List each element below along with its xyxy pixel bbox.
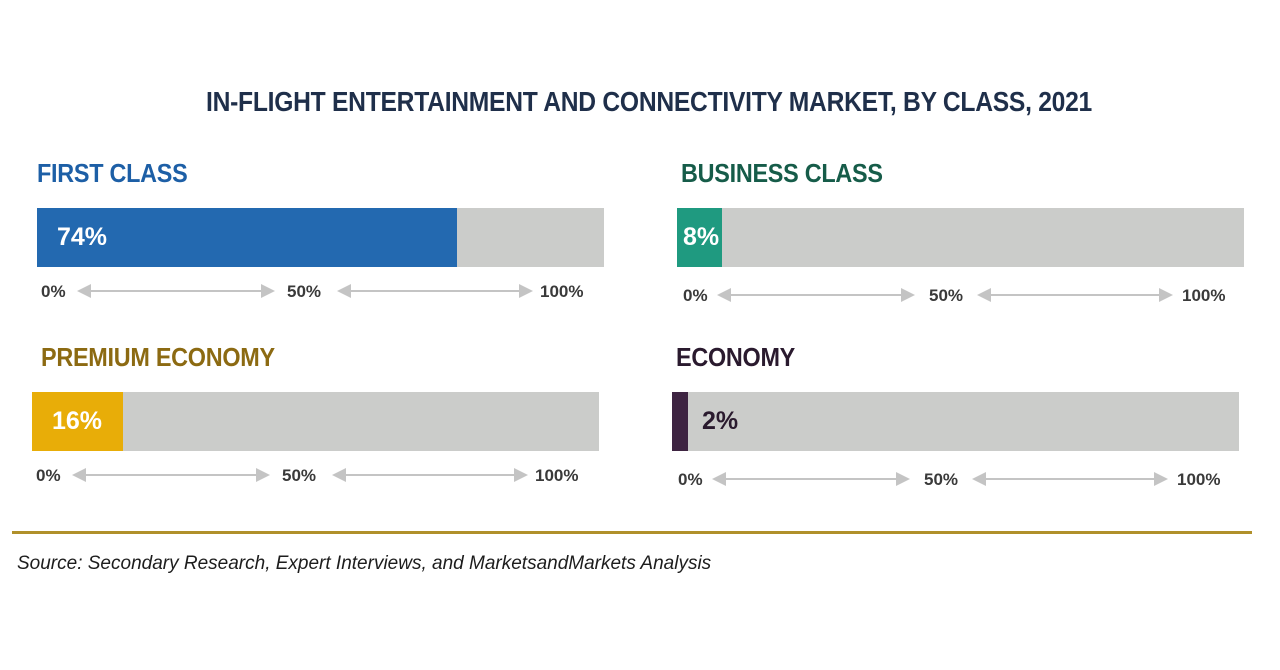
tick-50: 50% <box>282 466 317 485</box>
scale-arrowhead-right-1 <box>514 468 528 482</box>
panel-title: ECONOMY <box>676 342 796 372</box>
tick-0: 0% <box>683 286 708 305</box>
bar-value-label: 74% <box>57 223 108 251</box>
bar-fill <box>677 208 722 267</box>
bar-fill <box>672 392 688 451</box>
bar-track: 74% <box>37 208 604 267</box>
panel-title: PREMIUM ECONOMY <box>41 342 275 372</box>
scale-arrowhead-left-0 <box>712 472 726 486</box>
scale-arrowhead-right-1 <box>1154 472 1168 486</box>
bar-value-label: 8% <box>683 223 720 251</box>
panel-title: BUSINESS CLASS <box>681 158 883 188</box>
scale-arrows <box>72 468 528 482</box>
scale-arrows <box>77 284 533 298</box>
scale-arrowhead-left-0 <box>72 468 86 482</box>
scale-arrowhead-right-0 <box>901 288 915 302</box>
tick-100: 100% <box>540 282 584 301</box>
bar-value-label: 16% <box>52 407 103 435</box>
source-note: Source: Secondary Research, Expert Inter… <box>17 553 712 574</box>
panel-premium-economy: PREMIUM ECONOMY 16% 0% 50% 100% <box>32 342 602 502</box>
scale-arrowhead-right-0 <box>256 468 270 482</box>
tick-100: 100% <box>1177 470 1221 489</box>
bar-track: 8% <box>677 208 1244 267</box>
scale-arrows <box>717 288 1173 302</box>
scale-arrows <box>712 472 1168 486</box>
scale-axis: 0% 50% 100% <box>37 278 604 302</box>
tick-0: 0% <box>41 282 66 301</box>
scale-arrowhead-left-1 <box>972 472 986 486</box>
scale-axis: 0% 50% 100% <box>672 466 1239 490</box>
bar-track: 2% <box>672 392 1239 451</box>
tick-50: 50% <box>287 282 322 301</box>
scale-arrowhead-left-0 <box>717 288 731 302</box>
panel-first-class: FIRST CLASS 74% 0% 50% 100% <box>37 158 607 318</box>
panel-title: FIRST CLASS <box>37 158 188 188</box>
scale-arrowhead-left-1 <box>332 468 346 482</box>
bar-value-label: 2% <box>702 407 739 435</box>
scale-arrowhead-left-1 <box>337 284 351 298</box>
scale-axis: 0% 50% 100% <box>677 282 1244 306</box>
footer-rule <box>12 531 1252 534</box>
bar-track: 16% <box>32 392 599 451</box>
bar-fill <box>37 208 457 267</box>
tick-100: 100% <box>1182 286 1226 305</box>
scale-axis: 0% 50% 100% <box>32 462 599 486</box>
tick-100: 100% <box>535 466 579 485</box>
scale-arrowhead-right-1 <box>1159 288 1173 302</box>
tick-0: 0% <box>36 466 61 485</box>
scale-arrowhead-left-1 <box>977 288 991 302</box>
panel-economy: ECONOMY 2% 0% 50% 100% <box>672 342 1242 502</box>
scale-arrowhead-right-0 <box>896 472 910 486</box>
tick-0: 0% <box>678 470 703 489</box>
scale-arrowhead-left-0 <box>77 284 91 298</box>
tick-50: 50% <box>929 286 964 305</box>
tick-50: 50% <box>924 470 959 489</box>
bar-fill <box>32 392 123 451</box>
panel-business-class: BUSINESS CLASS 8% 0% 50% 100% <box>677 158 1247 318</box>
scale-arrowhead-right-1 <box>519 284 533 298</box>
scale-arrowhead-right-0 <box>261 284 275 298</box>
chart-title: IN-FLIGHT ENTERTAINMENT AND CONNECTIVITY… <box>206 86 1092 117</box>
